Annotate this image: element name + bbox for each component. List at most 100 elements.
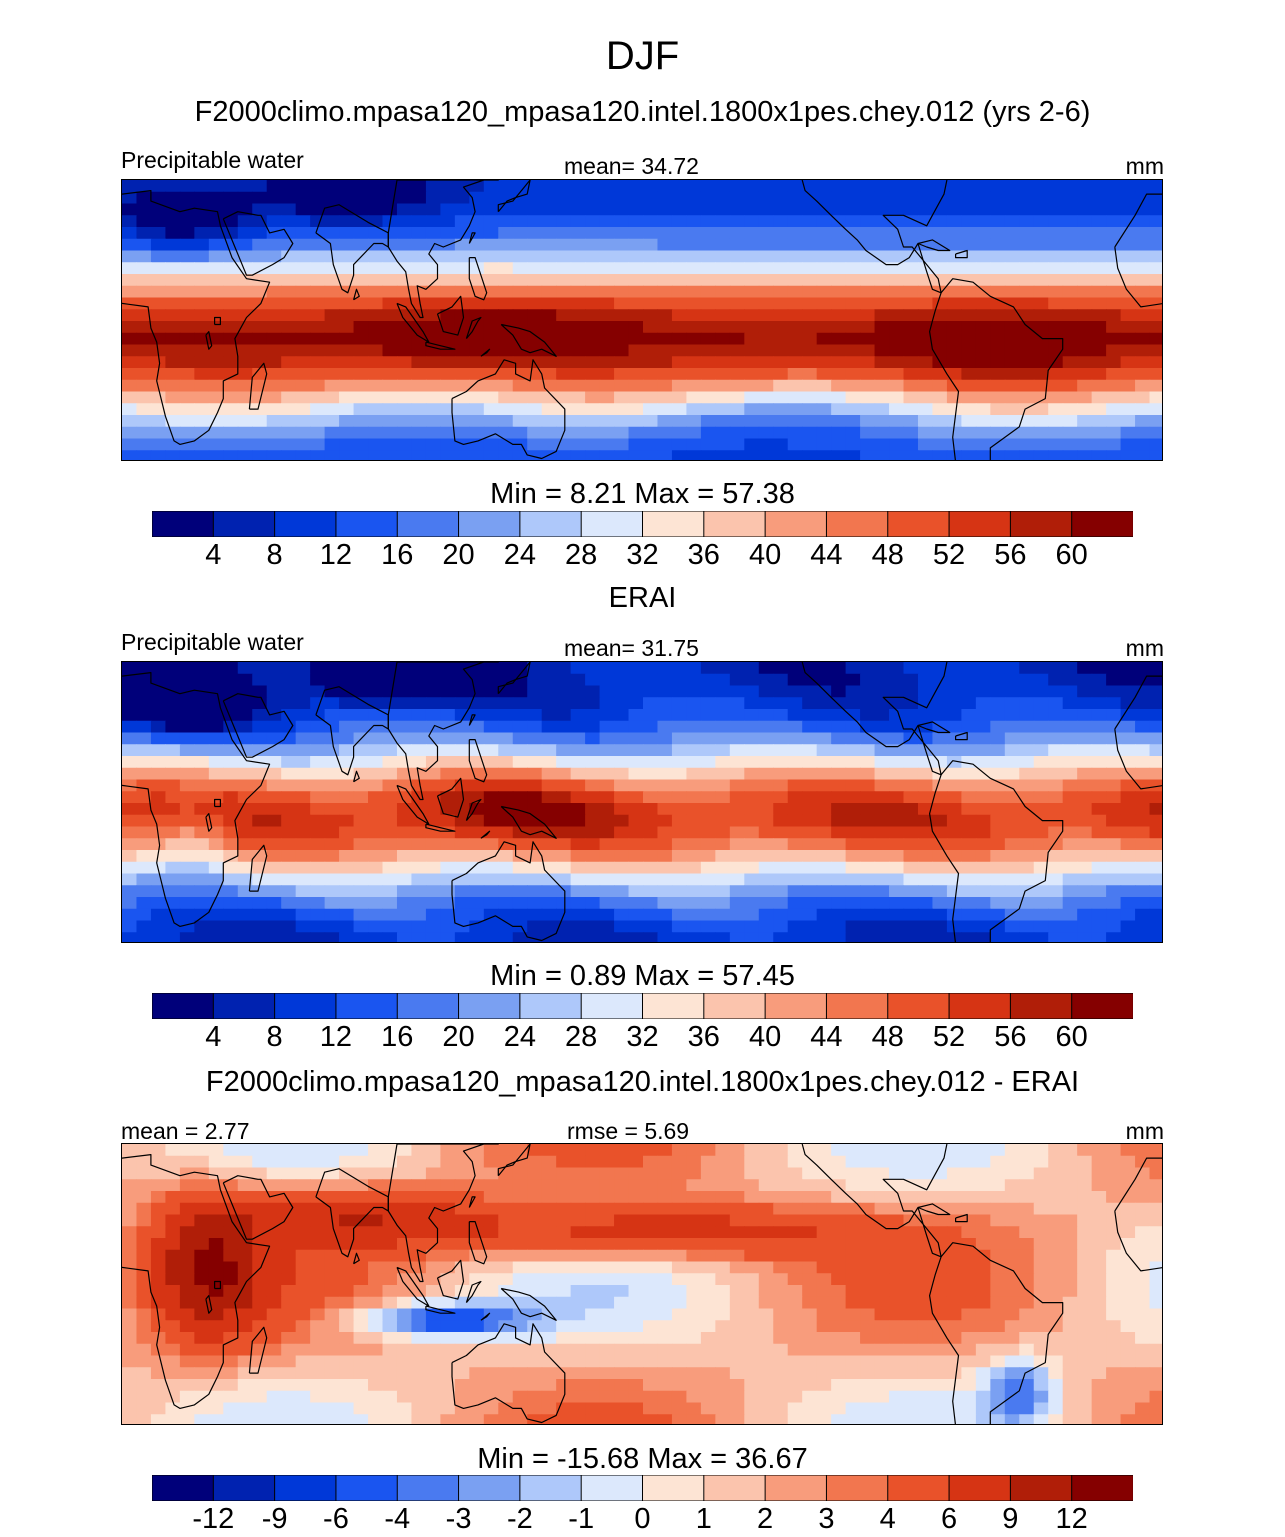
field-cell (816, 920, 832, 933)
field-cell (802, 1320, 818, 1333)
field-cell (758, 885, 774, 898)
field-cell (773, 297, 789, 310)
field-cell (382, 297, 398, 310)
field-cell (266, 403, 282, 416)
field-cell (1019, 908, 1035, 922)
field-cell (657, 227, 673, 240)
field-cell (614, 756, 630, 769)
field-cell (671, 720, 688, 734)
field-cell (353, 1155, 369, 1169)
field-cell (570, 673, 586, 687)
field-cell (570, 238, 586, 252)
panel-2-colorbar-labels: 4 8 12 16 20 24 28 32 36 40 44 48 52 56 60 (0, 1021, 1285, 1053)
colorbar-swatch (458, 993, 521, 1019)
field-cell (136, 356, 152, 369)
field-cell (411, 861, 427, 875)
field-cell (469, 1343, 485, 1357)
field-cell (179, 415, 195, 428)
field-cell (671, 238, 688, 252)
field-cell (860, 415, 876, 428)
field-cell (498, 838, 514, 851)
field-cell (1048, 368, 1064, 381)
field-cell (671, 203, 688, 216)
field-cell (541, 826, 557, 839)
field-cell (150, 262, 167, 275)
field-cell (1135, 709, 1151, 722)
colorbar-swatch (1071, 993, 1133, 1019)
field-cell (585, 850, 601, 863)
field-cell (368, 1332, 384, 1345)
field-cell (150, 250, 167, 263)
field-cell (729, 1332, 745, 1345)
field-cell (136, 1214, 152, 1227)
field-cell (1019, 1226, 1035, 1239)
field-cell (758, 1261, 774, 1274)
field-cell (527, 321, 543, 334)
field-cell (541, 1261, 557, 1274)
field-cell (1135, 379, 1151, 393)
field-cell (903, 838, 919, 851)
field-cell (628, 1285, 644, 1298)
field-cell (671, 1343, 688, 1357)
field-cell (816, 250, 832, 263)
colorbar-tick-label: 48 (871, 539, 904, 571)
coastline-philippines (468, 257, 488, 301)
field-cell (440, 344, 456, 357)
field-cell (990, 791, 1006, 804)
field-cell (252, 309, 268, 322)
field-cell (975, 1238, 991, 1251)
field-cell (324, 285, 340, 299)
field-cell (1120, 1226, 1136, 1239)
field-cell (1120, 932, 1136, 942)
field-cell (787, 791, 803, 804)
field-cell (831, 814, 847, 828)
field-cell (816, 767, 832, 781)
field-cell (194, 885, 210, 898)
field-cell (1033, 1332, 1049, 1345)
field-cell (570, 1285, 586, 1298)
field-cell (946, 344, 962, 357)
field-cell (1077, 803, 1093, 816)
field-cell (932, 403, 948, 416)
field-cell (671, 838, 688, 851)
field-cell (932, 379, 948, 393)
field-cell (266, 803, 282, 816)
field-cell (556, 885, 572, 898)
field-cell (700, 1144, 716, 1157)
field-cell (425, 1273, 441, 1286)
field-cell (628, 227, 644, 240)
field-cell (208, 297, 224, 310)
field-cell (585, 885, 601, 898)
field-cell (1077, 285, 1093, 299)
field-cell (425, 191, 441, 205)
field-cell (1033, 1320, 1049, 1333)
field-cell (1120, 861, 1136, 875)
field-cell (643, 356, 659, 369)
field-cell (599, 274, 615, 287)
field-cell (1033, 1144, 1049, 1157)
field-cell (469, 673, 485, 687)
field-cell (700, 238, 716, 252)
field-cell (122, 262, 138, 275)
field-cell (266, 897, 282, 910)
field-cell (990, 932, 1006, 942)
field-cell (368, 180, 384, 193)
panel-1-mean-label: mean= 34.72 (564, 153, 699, 179)
field-cell (643, 438, 659, 451)
field-cell (700, 791, 716, 804)
field-cell (1120, 885, 1136, 898)
field-cell (860, 368, 876, 381)
field-cell (310, 662, 326, 675)
field-cell (1077, 1226, 1093, 1239)
field-cell (874, 685, 890, 698)
field-cell (1149, 1214, 1162, 1227)
field-cell (281, 379, 297, 393)
field-cell (368, 297, 384, 310)
field-cell (975, 344, 991, 357)
field-cell (744, 356, 760, 369)
field-cell (194, 1191, 210, 1204)
field-cell (874, 697, 890, 710)
field-cell (932, 826, 948, 839)
field-cell (917, 368, 934, 381)
field-cell (816, 885, 832, 898)
